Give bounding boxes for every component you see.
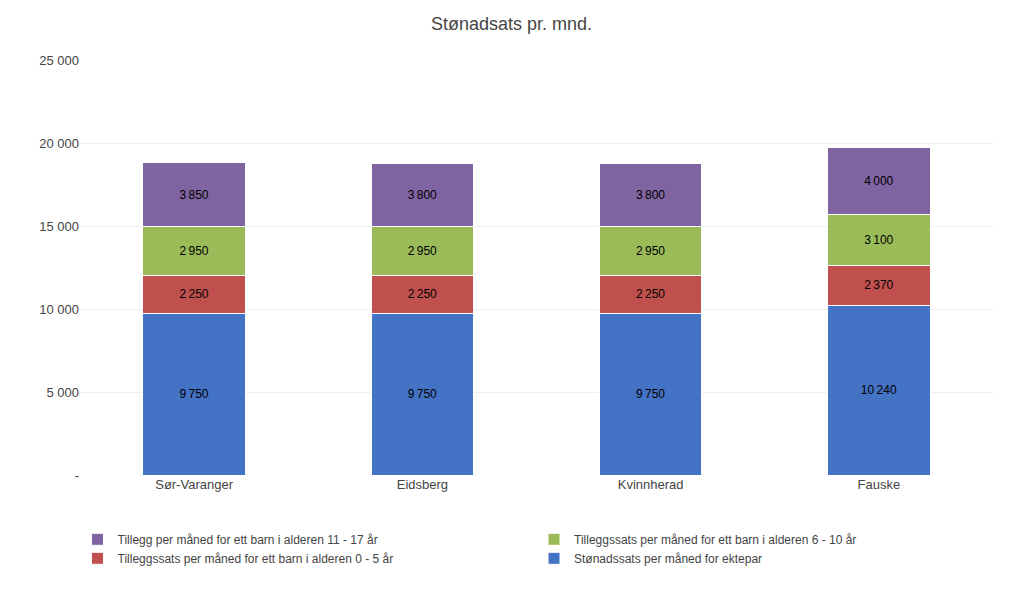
svg-text:15 000: 15 000 <box>39 219 79 234</box>
svg-text:2 250: 2 250 <box>179 287 208 301</box>
svg-text:10 240: 10 240 <box>861 383 897 397</box>
svg-text:5 000: 5 000 <box>46 385 79 400</box>
svg-text:2 250: 2 250 <box>636 287 665 301</box>
svg-text:Tillegg per måned for ett barn: Tillegg per måned for ett barn i alderen… <box>118 533 378 547</box>
svg-text:2 950: 2 950 <box>179 244 208 258</box>
svg-text:9 750: 9 750 <box>179 387 208 401</box>
svg-text:Eidsberg: Eidsberg <box>397 477 448 492</box>
svg-text:25 000: 25 000 <box>39 53 79 68</box>
svg-text:2 370: 2 370 <box>864 278 893 292</box>
svg-text:-: - <box>75 468 79 483</box>
svg-text:Fauske: Fauske <box>858 477 901 492</box>
svg-text:Tilleggssats per måned for ett: Tilleggssats per måned for ett barn i al… <box>118 552 394 566</box>
svg-text:3 800: 3 800 <box>408 188 437 202</box>
svg-text:9 750: 9 750 <box>408 387 437 401</box>
svg-text:Tilleggssats per måned for ett: Tilleggssats per måned for ett barn i al… <box>574 533 856 547</box>
svg-text:2 250: 2 250 <box>408 287 437 301</box>
svg-text:Kvinnherad: Kvinnherad <box>618 477 684 492</box>
svg-text:10 000: 10 000 <box>39 302 79 317</box>
svg-text:3 100: 3 100 <box>864 233 893 247</box>
svg-text:3 850: 3 850 <box>179 188 208 202</box>
svg-text:3 800: 3 800 <box>636 188 665 202</box>
svg-text:Sør-Varanger: Sør-Varanger <box>155 477 233 492</box>
svg-text:2 950: 2 950 <box>636 244 665 258</box>
svg-text:2 950: 2 950 <box>408 244 437 258</box>
svg-text:9 750: 9 750 <box>636 387 665 401</box>
svg-text:Stønadssats per måned for ekte: Stønadssats per måned for ektepar <box>574 552 762 566</box>
svg-text:20 000: 20 000 <box>39 136 79 151</box>
svg-text:Stønadsats pr. mnd.: Stønadsats pr. mnd. <box>431 14 592 34</box>
svg-text:4 000: 4 000 <box>864 174 893 188</box>
